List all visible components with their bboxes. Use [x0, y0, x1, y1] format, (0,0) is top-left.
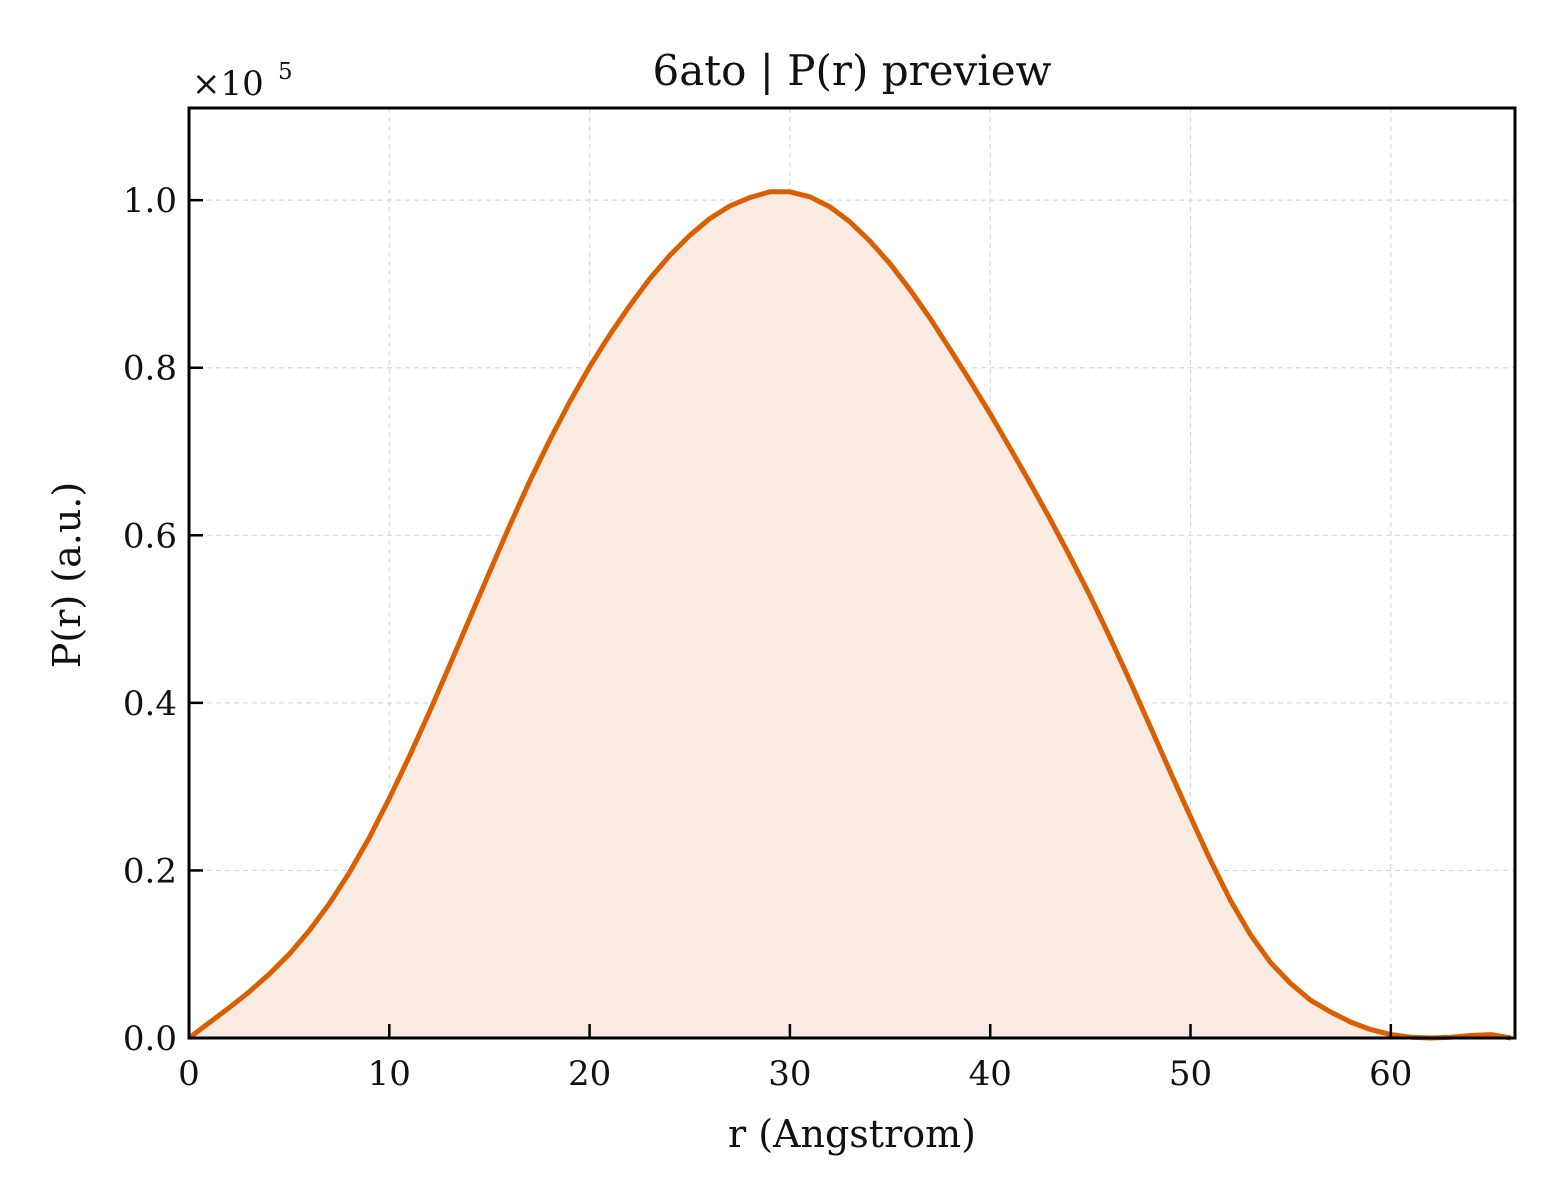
y-tick-label: 0.8 [123, 349, 177, 389]
y-tick-label: 0.2 [123, 851, 177, 891]
x-tick-labels: 0 10 20 30 40 50 60 [178, 1054, 1412, 1094]
y-scale-exponent: 5 [278, 59, 293, 85]
x-tick-label: 50 [1169, 1054, 1212, 1094]
area-fill [189, 191, 1511, 1039]
y-scale-prefix: ×10 [192, 64, 264, 104]
x-tick-label: 20 [568, 1054, 611, 1094]
y-tick-label: 0.4 [123, 684, 177, 724]
chart-title: 6ato | P(r) preview [652, 46, 1051, 95]
x-tick-label: 30 [768, 1054, 811, 1094]
y-tick-label: 0.6 [123, 516, 177, 556]
x-tick-label: 10 [368, 1054, 411, 1094]
y-tick-label: 0.0 [123, 1019, 177, 1059]
series-line [187, 189, 1512, 1041]
y-scale-factor: ×10 5 [192, 59, 293, 104]
x-tick-label: 40 [969, 1054, 1012, 1094]
x-tick-label: 0 [178, 1054, 200, 1094]
ticks [187, 198, 1393, 1040]
x-tick-label: 60 [1369, 1054, 1412, 1094]
y-tick-label: 1.0 [123, 181, 177, 221]
plot-frame [187, 106, 1517, 1040]
y-tick-labels: 0.0 0.2 0.4 0.6 0.8 1.0 [123, 181, 177, 1059]
y-axis-label: P(r) (a.u.) [45, 482, 89, 668]
x-axis-label: r (Angstrom) [728, 1112, 976, 1156]
